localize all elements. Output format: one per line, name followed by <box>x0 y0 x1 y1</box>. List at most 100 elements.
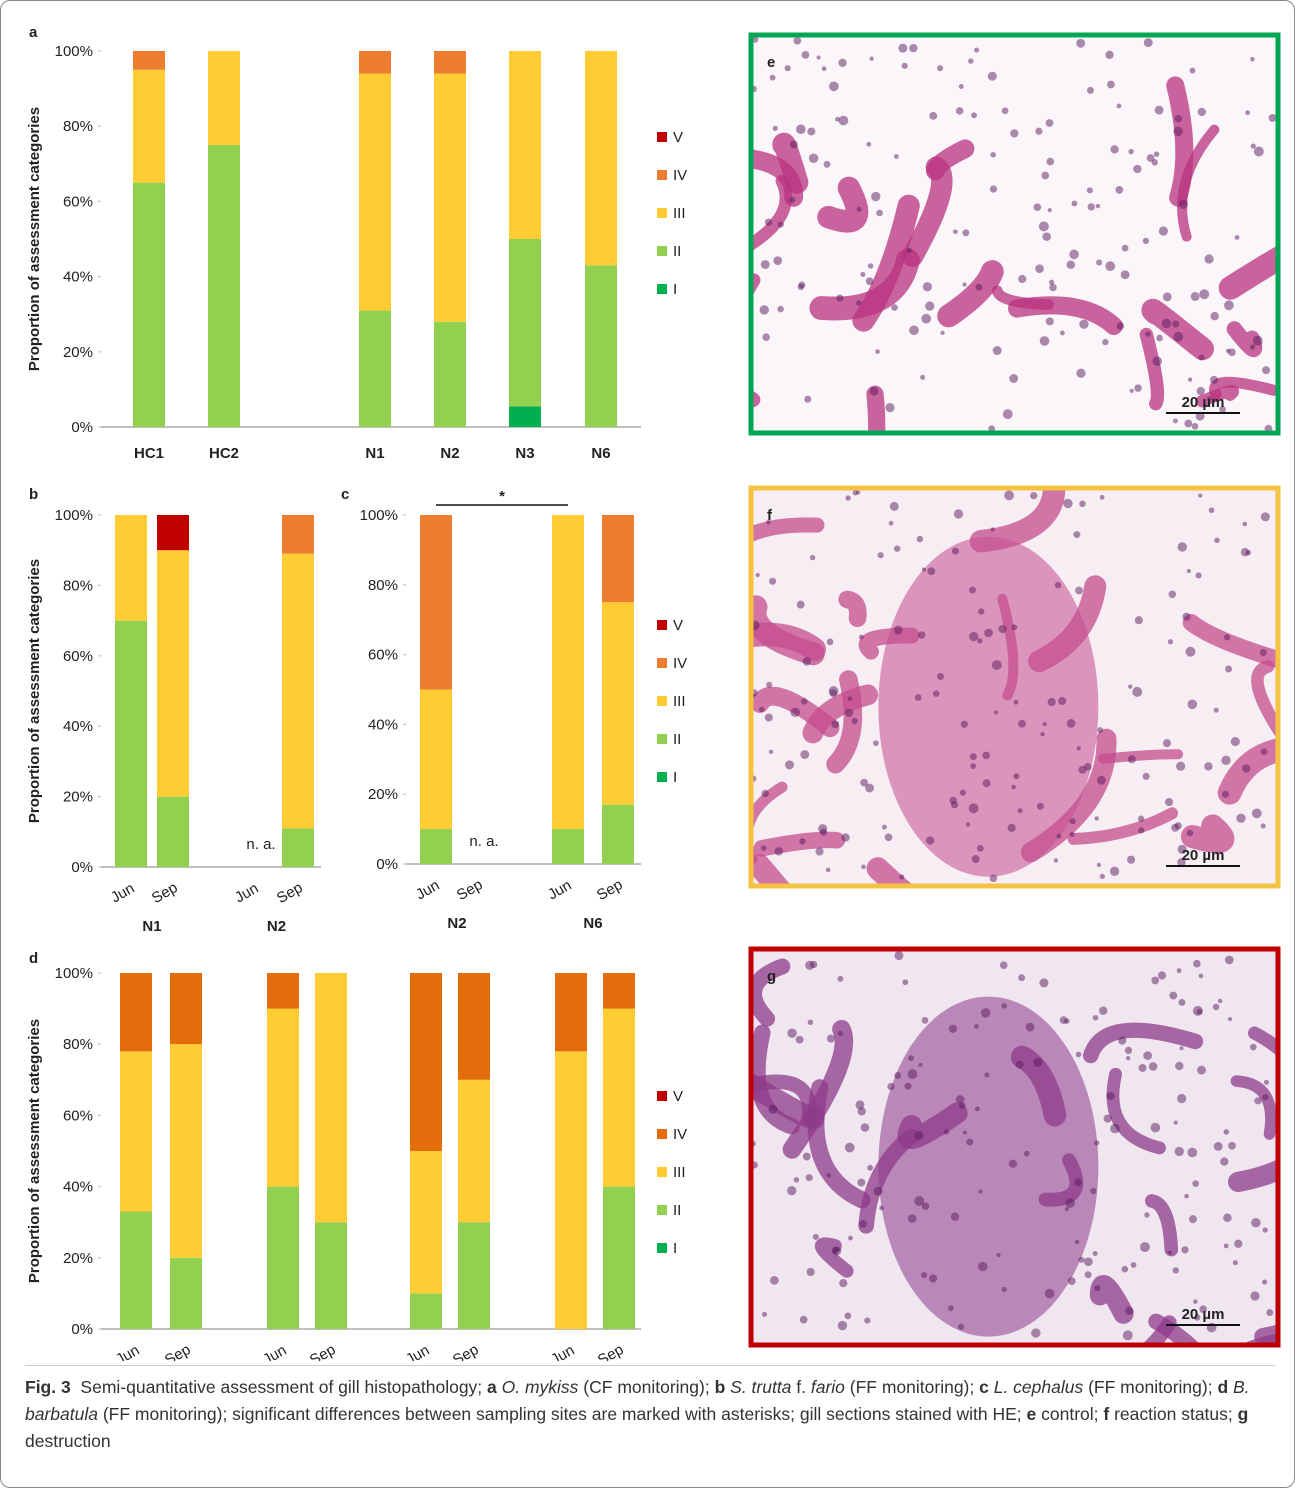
nucleus <box>1242 764 1250 772</box>
nucleus <box>1033 203 1041 211</box>
legend-swatch <box>657 1243 667 1253</box>
nucleus <box>1031 1328 1040 1337</box>
nucleus <box>1173 332 1183 342</box>
nucleus <box>978 1190 982 1194</box>
x-tick-label: Jun <box>548 1342 577 1361</box>
nucleus <box>1084 1257 1093 1266</box>
nucleus <box>1181 1246 1188 1253</box>
nucleus <box>972 855 980 863</box>
nucleus <box>1264 1080 1269 1085</box>
nucleus <box>848 1236 853 1241</box>
y-axis-title: Proportion of assessment categories <box>26 107 43 371</box>
nucleus <box>978 1262 987 1271</box>
nucleus <box>1218 999 1222 1003</box>
nucleus <box>1214 538 1219 543</box>
nucleus <box>870 387 879 396</box>
nucleus <box>1187 1148 1197 1158</box>
nucleus <box>824 161 831 168</box>
nucleus <box>794 37 802 45</box>
nucleus <box>949 797 956 804</box>
nucleus <box>1039 221 1049 231</box>
nucleus <box>927 567 935 575</box>
tissue <box>707 384 753 400</box>
nucleus <box>827 1173 831 1177</box>
nucleus <box>1106 1092 1114 1100</box>
nucleus <box>940 331 944 335</box>
nucleus <box>1177 1094 1186 1103</box>
tissue-mass <box>878 537 1098 877</box>
nucleus <box>775 847 783 855</box>
nucleus <box>1197 1066 1206 1075</box>
nucleus <box>808 1020 813 1025</box>
nucleus <box>1077 746 1081 750</box>
nucleus <box>789 197 795 203</box>
nucleus <box>1144 1212 1149 1217</box>
nucleus <box>889 521 894 526</box>
nucleus <box>1163 739 1171 747</box>
bar-segment <box>267 1009 299 1187</box>
nucleus <box>1155 106 1164 115</box>
bar-segment <box>267 973 299 1009</box>
bar-segment <box>509 239 541 406</box>
nucleus <box>878 552 884 558</box>
nucleus <box>1003 409 1013 419</box>
panel-label: b <box>29 486 38 503</box>
caption-text: f. <box>791 1377 810 1397</box>
nucleus <box>1163 292 1172 301</box>
y-tick-label: 60% <box>368 647 398 664</box>
nucleus <box>1250 57 1254 61</box>
nucleus <box>1009 374 1018 383</box>
nucleus <box>1076 39 1085 48</box>
nucleus <box>874 1187 883 1196</box>
nucleus <box>1048 208 1052 212</box>
bar-segment <box>585 51 617 265</box>
nucleus <box>1199 355 1205 361</box>
bar-segment <box>555 973 587 1051</box>
legend-label: II <box>673 731 681 748</box>
nucleus <box>1173 127 1182 136</box>
nucleus <box>845 1143 855 1153</box>
bar-segment <box>267 1187 299 1329</box>
nucleus <box>801 698 807 704</box>
caption-text: S. trutta <box>725 1377 791 1397</box>
nucleus <box>770 1276 779 1285</box>
y-tick-label: 60% <box>63 648 93 665</box>
legend-label: II <box>673 1202 681 1219</box>
bar-segment <box>170 1044 202 1258</box>
nucleus <box>1143 773 1150 780</box>
nucleus <box>790 141 798 149</box>
nucleus <box>799 838 805 844</box>
nucleus <box>1040 732 1044 736</box>
nucleus <box>1131 1262 1137 1268</box>
nucleus <box>1214 708 1219 713</box>
bar-segment <box>603 1009 635 1187</box>
nucleus <box>861 1123 870 1132</box>
bar-segment <box>434 74 466 322</box>
y-tick-label: 60% <box>63 193 93 210</box>
nucleus <box>857 207 862 212</box>
caption-text: a <box>487 1377 497 1397</box>
nucleus <box>1042 232 1051 241</box>
nucleus <box>1260 649 1267 656</box>
legend-swatch <box>657 696 667 706</box>
nucleus <box>908 1214 917 1223</box>
bar-segment <box>157 797 189 867</box>
bar-segment <box>602 602 634 804</box>
nucleus <box>859 1220 867 1228</box>
y-tick-label: 100% <box>55 507 93 524</box>
nucleus <box>952 548 959 555</box>
nucleus <box>990 875 998 883</box>
x-tick-label: Jun <box>113 1342 142 1361</box>
nucleus <box>765 218 772 225</box>
bar-segment <box>170 1258 202 1329</box>
nucleus <box>902 63 908 69</box>
nucleus <box>1233 1260 1238 1265</box>
nucleus <box>963 1131 967 1135</box>
caption-text: fario <box>811 1377 845 1397</box>
nucleus <box>921 1272 927 1278</box>
nucleus <box>822 66 827 71</box>
legend-swatch <box>657 170 667 180</box>
bar-segment <box>458 1080 490 1222</box>
y-axis-title: Proportion of assessment categories <box>26 559 43 823</box>
nucleus <box>826 868 831 873</box>
